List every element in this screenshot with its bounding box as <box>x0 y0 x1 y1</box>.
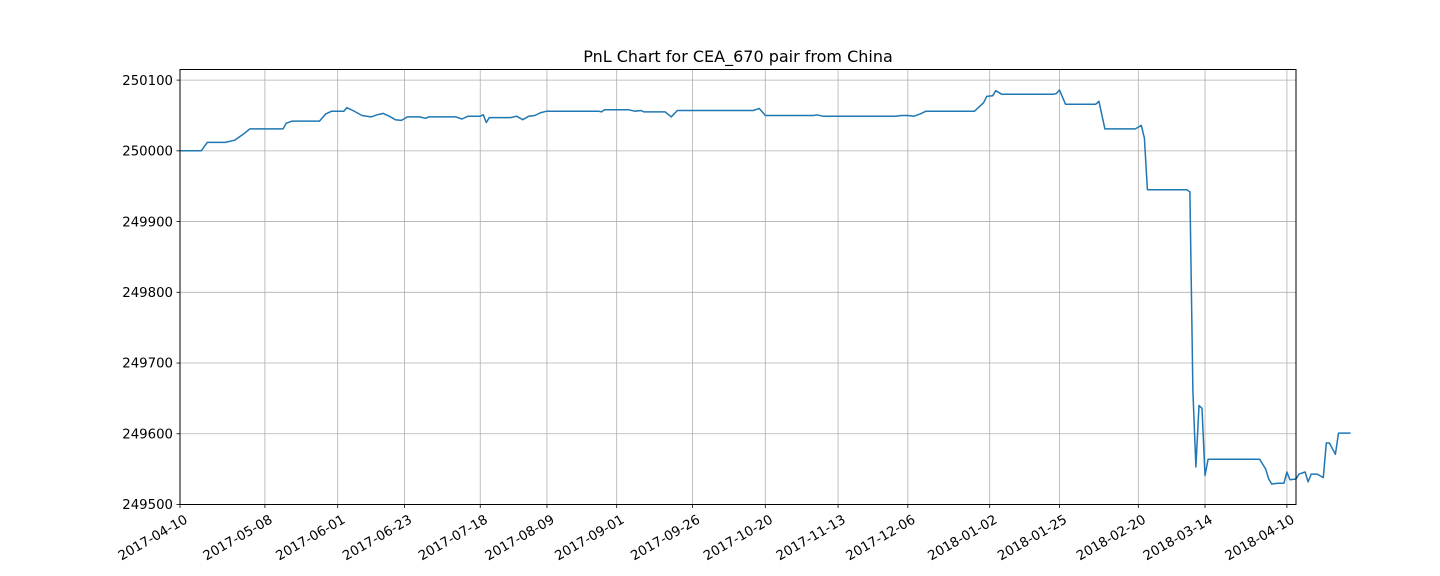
y-tick-label: 250100 <box>122 74 173 89</box>
pnl-series-line <box>180 89 1351 485</box>
plot-frame <box>179 69 1297 505</box>
x-tick-label: 2018-01-02 <box>926 513 1000 565</box>
x-tick-label: 2017-10-20 <box>701 513 775 565</box>
y-tick-label: 249600 <box>122 427 173 442</box>
y-tick-label: 249700 <box>122 357 173 372</box>
chart-title: PnL Chart for CEA_670 pair from China <box>583 47 893 67</box>
x-tick-label: 2018-03-14 <box>1141 513 1215 565</box>
x-tick-label: 2017-04-10 <box>116 513 190 565</box>
x-tick-label: 2017-07-18 <box>416 513 490 565</box>
x-tick-label: 2017-09-01 <box>553 513 627 565</box>
x-tick-label: 2018-01-25 <box>995 513 1069 565</box>
grid-lines <box>179 69 1296 505</box>
x-tick-label: 2017-11-13 <box>774 513 848 565</box>
y-tick-label: 249500 <box>122 498 173 513</box>
x-tick-label: 2017-06-01 <box>274 513 348 565</box>
y-tick-label: 250000 <box>122 145 173 160</box>
x-tick-label: 2017-09-26 <box>628 513 702 565</box>
x-tick-label: 2018-02-20 <box>1074 513 1148 565</box>
y-tick-label: 249800 <box>122 286 173 301</box>
x-tick-label: 2017-12-06 <box>844 513 918 565</box>
x-tick-label: 2017-05-08 <box>201 513 275 565</box>
series-group <box>180 89 1351 485</box>
x-tick-label: 2017-08-09 <box>483 513 557 565</box>
x-tick-label: 2018-04-10 <box>1223 513 1297 565</box>
y-tick-label: 249900 <box>122 215 173 230</box>
x-tick-label: 2017-06-23 <box>340 513 414 565</box>
y-axis: 249500 249600 249700 249800 249900 250000 2501… <box>122 74 180 513</box>
x-axis: 2017-04-10 2017-05-082017-06-012017-06-23… <box>116 504 1297 565</box>
